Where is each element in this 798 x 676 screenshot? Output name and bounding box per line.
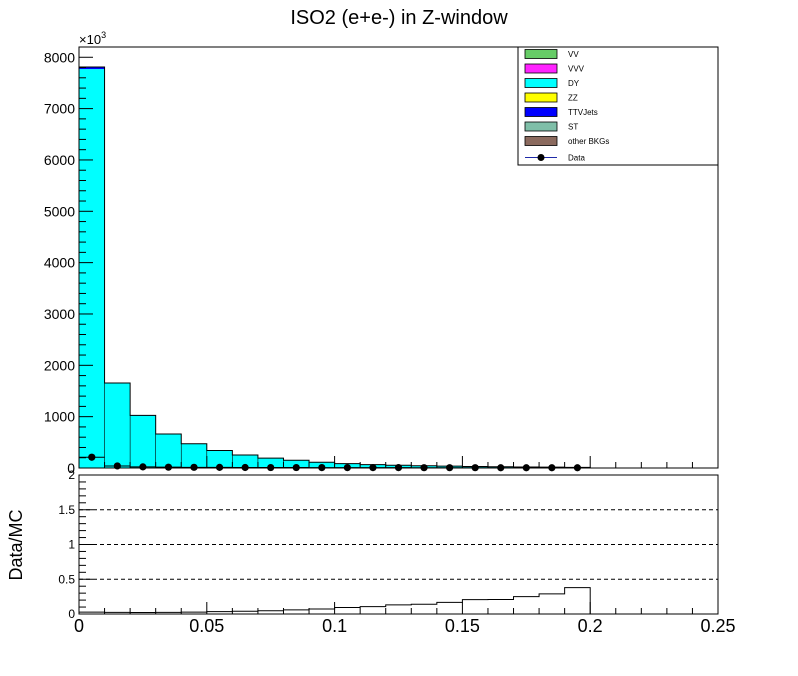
y-tick-label: 1000 xyxy=(44,409,75,425)
data-point xyxy=(190,463,198,471)
legend-swatch-zz xyxy=(524,92,558,103)
y-tick-label: 0 xyxy=(67,460,75,476)
data-point xyxy=(88,453,96,461)
legend-label: TTVJets xyxy=(568,108,598,117)
ratio-y-tick-label: 0 xyxy=(68,607,75,621)
ratio-reference-lines xyxy=(79,509,718,580)
legend-data-marker xyxy=(537,154,545,161)
legend-swatch-dy xyxy=(524,78,558,88)
bar-dy-3 xyxy=(155,434,182,468)
legend-label: ZZ xyxy=(568,94,578,103)
top-panel-ticks: 0 1000 2000 3000 4000 5000 6000 7000 8000 xyxy=(44,49,719,476)
x-tick-label: 0.1 xyxy=(322,616,347,636)
y-tick-label: 2000 xyxy=(44,357,75,373)
y-multiplier-exponent: 3 xyxy=(101,30,106,40)
x-tick-label: 0.2 xyxy=(578,616,603,636)
data-point xyxy=(139,463,147,471)
ratio-y-tick-label: 0.5 xyxy=(58,572,75,586)
bar-dy-6 xyxy=(232,455,258,468)
x-tick-label: 0.05 xyxy=(189,616,224,636)
stack-outline xyxy=(78,66,591,468)
stacked-histogram xyxy=(78,66,591,468)
top-panel-frame xyxy=(78,46,719,469)
legend-swatch-other-bkgs xyxy=(524,136,558,146)
bar-ttvjets-0 xyxy=(79,67,105,70)
ratio-y-tick-label: 1 xyxy=(68,538,75,552)
y-tick-label: 3000 xyxy=(44,306,75,322)
bottom-panel-frame xyxy=(78,474,719,615)
y-multiplier-base: ×10 xyxy=(79,32,101,47)
bar-dy-1 xyxy=(104,383,131,468)
legend-label: ST xyxy=(568,123,578,132)
ratio-y-axis-label: Data/MC xyxy=(6,509,26,580)
y-tick-label: 8000 xyxy=(44,49,75,65)
legend-label: VV xyxy=(568,50,579,59)
x-tick-label: 0.25 xyxy=(700,616,735,636)
y-multiplier-label: ×103 xyxy=(79,30,106,47)
x-tick-label: 0 xyxy=(74,616,84,636)
legend-label: other BKGs xyxy=(568,137,609,146)
data-point xyxy=(215,463,224,471)
ratio-y-tick-label: 1.5 xyxy=(58,503,75,517)
y-tick-label: 4000 xyxy=(44,255,75,271)
bottom-panel-ticks: 0 0.5 1 1.5 2 0 0.05 0.1 0.15 0.2 0.25 xyxy=(58,468,735,636)
y-tick-label: 5000 xyxy=(44,203,75,219)
legend-label: VVV xyxy=(568,65,585,74)
data-point xyxy=(164,463,173,471)
bar-dy-7 xyxy=(257,458,284,468)
y-tick-label: 6000 xyxy=(44,152,75,168)
bar-dy-2 xyxy=(130,415,156,468)
ratio-y-tick-label: 2 xyxy=(68,468,75,482)
legend-swatch-vv xyxy=(524,49,558,59)
legend-label: Data xyxy=(568,154,585,163)
y-tick-label: 7000 xyxy=(44,101,75,117)
data-point xyxy=(241,463,249,472)
legend-swatch-vvv xyxy=(524,63,558,74)
bar-dy-0 xyxy=(79,69,105,468)
legend-swatch-ttvjets xyxy=(524,107,558,117)
chart-title: ISO2 (e+e-) in Z-window xyxy=(290,7,508,29)
x-tick-label: 0.15 xyxy=(445,616,480,636)
legend-swatch-st xyxy=(524,121,558,132)
legend-label: DY xyxy=(568,79,580,88)
bar-dy-5 xyxy=(206,450,233,468)
